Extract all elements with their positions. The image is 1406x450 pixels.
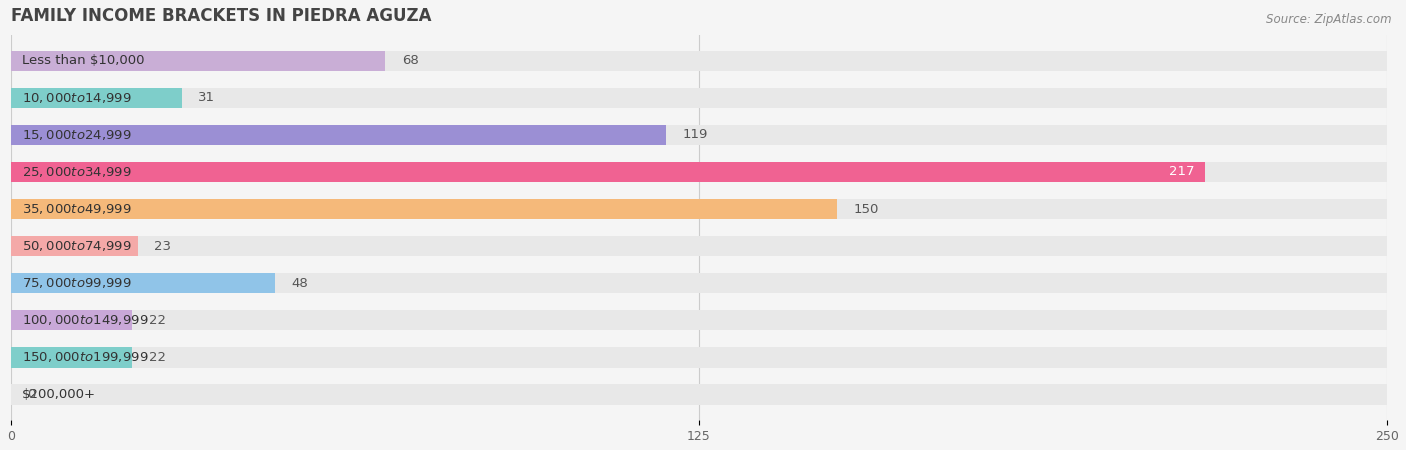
Text: 68: 68	[402, 54, 419, 68]
Text: 119: 119	[682, 128, 707, 141]
Bar	[11, 236, 1388, 256]
Text: 31: 31	[198, 91, 215, 104]
Text: $200,000+: $200,000+	[22, 388, 96, 401]
Text: $25,000 to $34,999: $25,000 to $34,999	[22, 165, 132, 179]
Bar	[11, 273, 1388, 293]
Bar	[11, 50, 385, 71]
Bar	[11, 273, 276, 293]
Bar	[11, 125, 1388, 145]
Bar	[11, 88, 1388, 108]
Text: Less than $10,000: Less than $10,000	[22, 54, 145, 68]
Text: 150: 150	[853, 202, 879, 216]
Bar	[11, 162, 1388, 182]
Text: $35,000 to $49,999: $35,000 to $49,999	[22, 202, 132, 216]
Bar	[11, 199, 1388, 219]
Bar	[11, 236, 138, 256]
Text: FAMILY INCOME BRACKETS IN PIEDRA AGUZA: FAMILY INCOME BRACKETS IN PIEDRA AGUZA	[11, 7, 432, 25]
Text: $15,000 to $24,999: $15,000 to $24,999	[22, 128, 132, 142]
Text: $75,000 to $99,999: $75,000 to $99,999	[22, 276, 132, 290]
Bar	[11, 347, 132, 368]
Bar	[11, 310, 132, 330]
Bar	[11, 125, 666, 145]
Text: 0: 0	[28, 388, 35, 401]
Text: $100,000 to $149,999: $100,000 to $149,999	[22, 313, 149, 327]
Bar	[11, 162, 1205, 182]
Text: 22: 22	[149, 351, 166, 364]
Text: $150,000 to $199,999: $150,000 to $199,999	[22, 350, 149, 365]
Bar	[11, 199, 837, 219]
Text: 48: 48	[291, 277, 308, 290]
Text: $50,000 to $74,999: $50,000 to $74,999	[22, 239, 132, 253]
Bar	[11, 88, 181, 108]
Bar	[11, 384, 1388, 405]
Text: 23: 23	[155, 239, 172, 252]
Bar	[11, 310, 1388, 330]
Text: 217: 217	[1168, 166, 1195, 179]
Bar	[11, 50, 1388, 71]
Text: Source: ZipAtlas.com: Source: ZipAtlas.com	[1267, 14, 1392, 27]
Text: $10,000 to $14,999: $10,000 to $14,999	[22, 91, 132, 105]
Text: 22: 22	[149, 314, 166, 327]
Bar	[11, 347, 1388, 368]
